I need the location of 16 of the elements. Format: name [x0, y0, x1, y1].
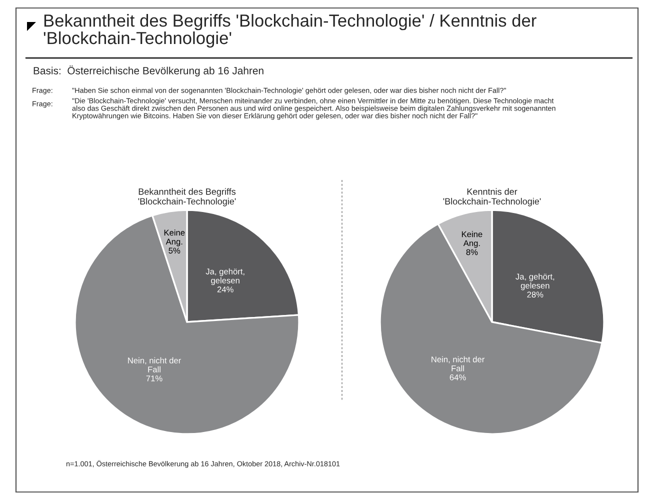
slice-label: Ja, gehört, gelesen	[206, 268, 244, 286]
data-label: 28%	[527, 292, 544, 298]
slice-label: Keine Ang.	[164, 229, 185, 246]
data-label: 71%	[146, 376, 162, 382]
data-label: 24%	[217, 286, 234, 292]
chart-title: Kenntnis der 'Blockchain-Technologie'	[443, 188, 541, 206]
data-label: 8%	[466, 249, 478, 256]
slice-label: Nein, nicht der Fall	[128, 357, 181, 372]
text: Bekanntheit des Begriffs 'Blockchain-Technologie' / Kenntnis der 'Blockchain-Technologie'	[44, 14, 536, 48]
data-label: 5%	[168, 248, 180, 254]
data-label: 64%	[450, 374, 466, 380]
slice-label: Keine Ang.	[462, 231, 482, 248]
slice-label: Ja, gehört, gelesen	[516, 273, 554, 290]
text: Basis: Österreichische Bevölkerung ab 16 Jahren	[34, 66, 264, 76]
slice-label: Nein, nicht der Fall	[432, 356, 484, 372]
chart-title: Bekanntheit des Begriffs 'Blockchain-Technologie'	[138, 188, 236, 206]
